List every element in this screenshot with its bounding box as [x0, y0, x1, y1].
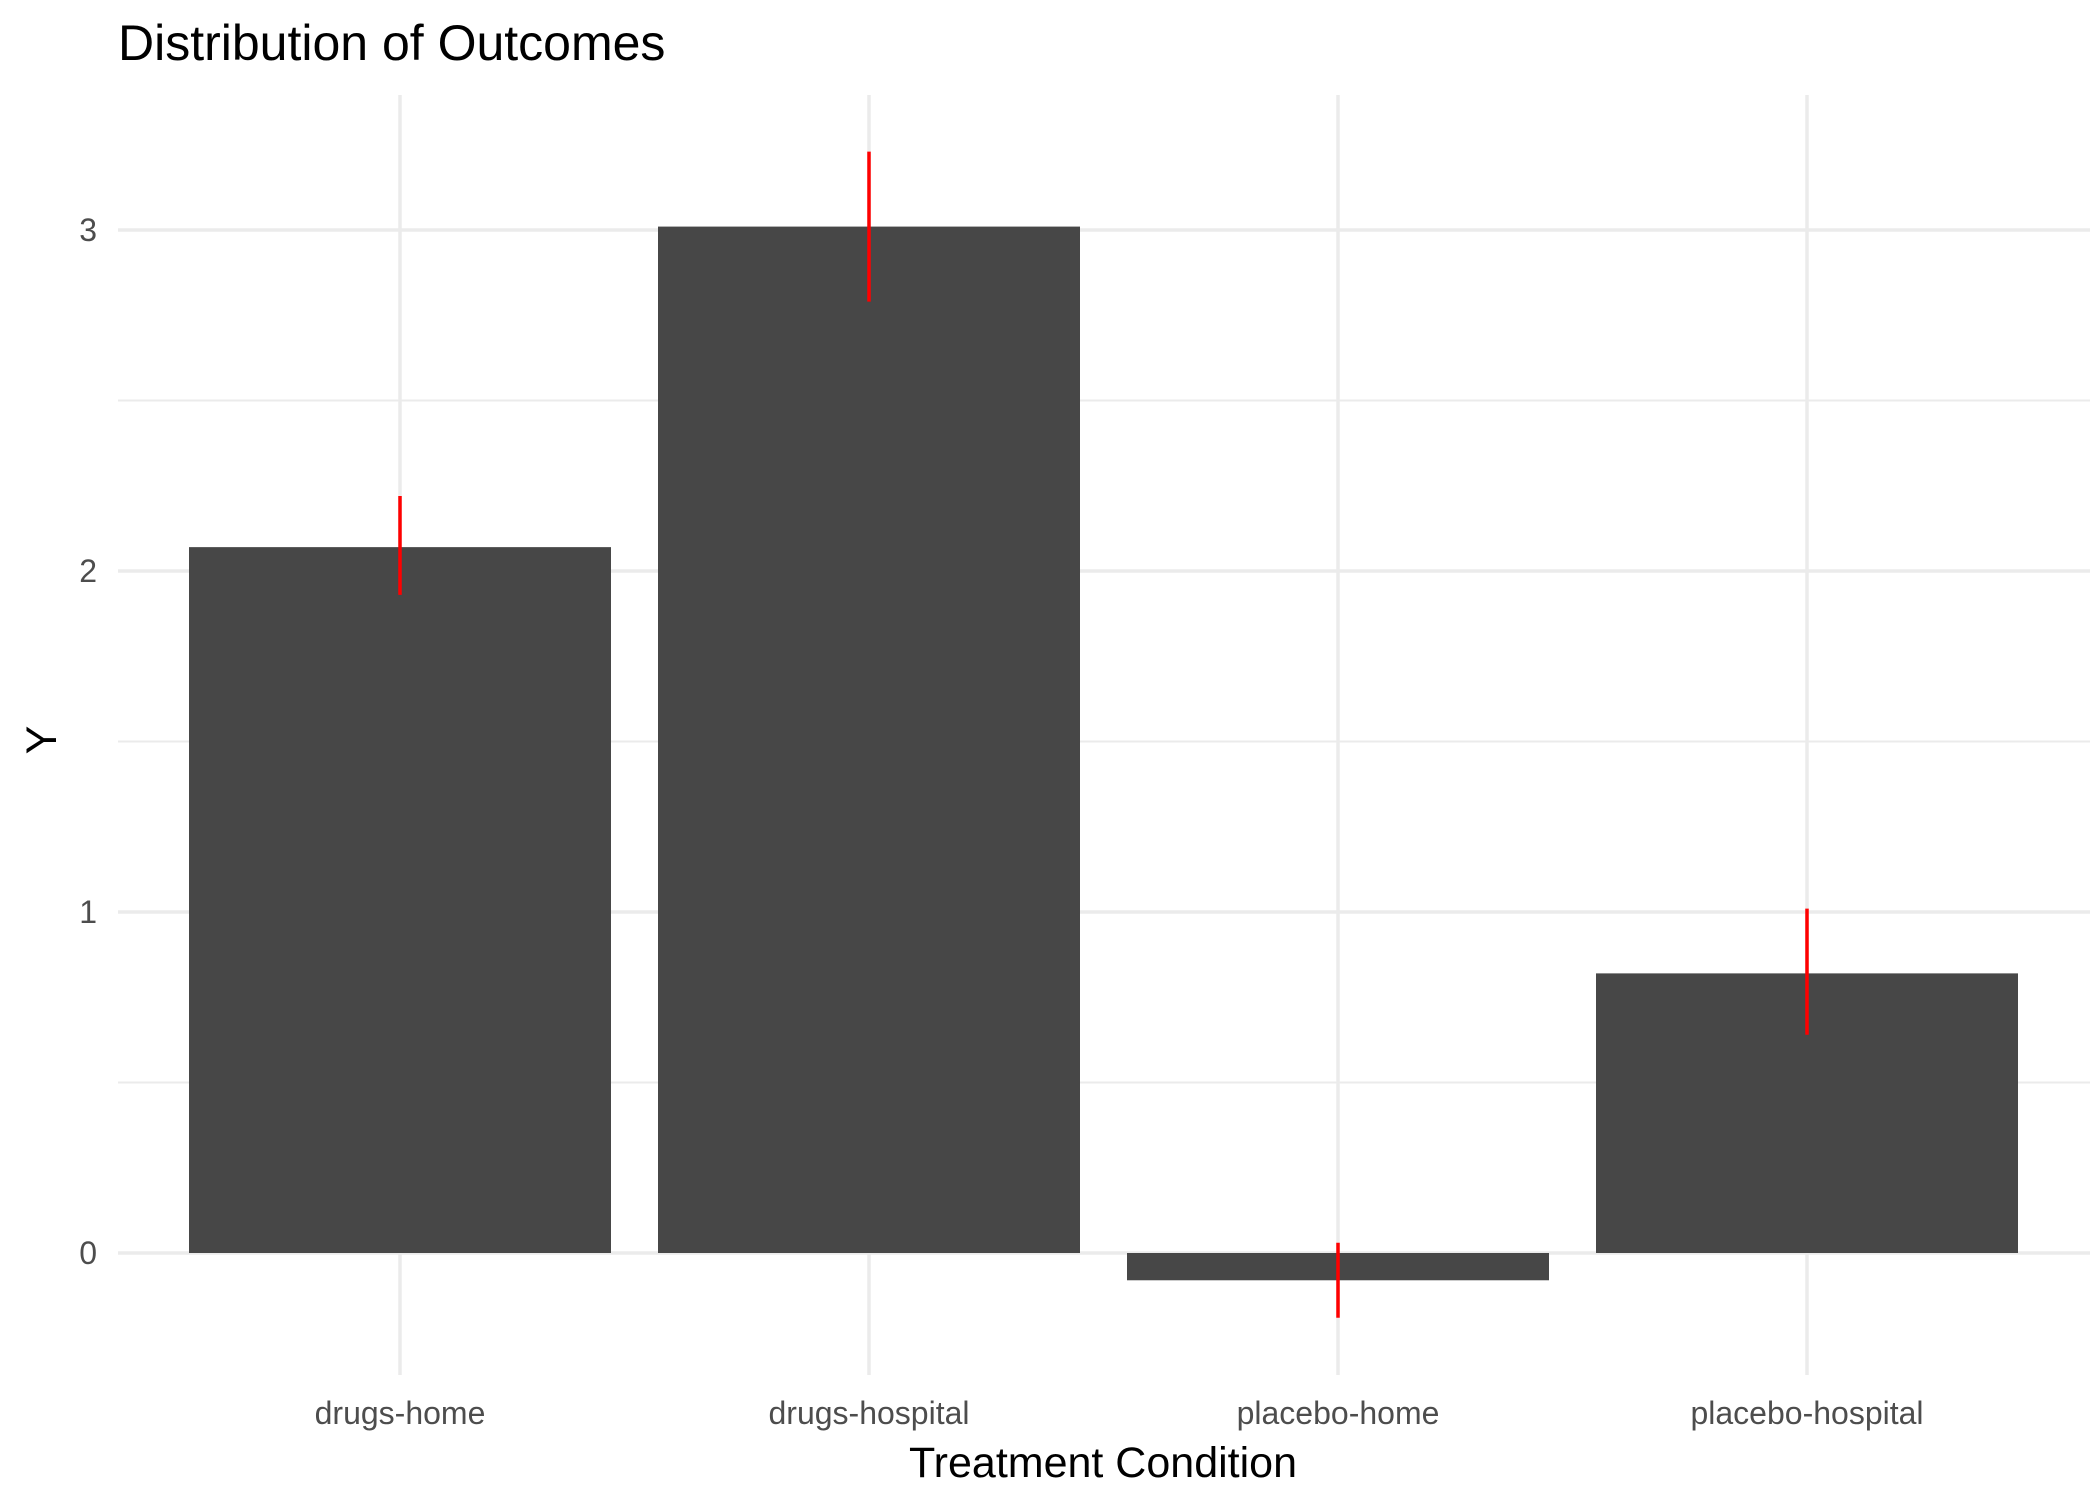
bar-drugs-hospital	[658, 226, 1080, 1254]
x-tick-label: drugs-home	[315, 1395, 486, 1431]
x-tick-label: placebo-hospital	[1690, 1395, 1923, 1431]
y-tick-label: 0	[79, 1235, 97, 1271]
chart-title: Distribution of Outcomes	[118, 15, 665, 71]
y-tick-label: 2	[79, 553, 97, 589]
x-tick-label: drugs-hospital	[769, 1395, 970, 1431]
error-bars	[398, 151, 1809, 1318]
y-tick-label: 1	[79, 894, 97, 930]
x-axis-title: Treatment Condition	[909, 1439, 1297, 1487]
y-tick-label: 3	[79, 212, 97, 248]
bars	[189, 226, 2018, 1281]
bar-drugs-home	[189, 547, 611, 1253]
y-tick-labels: 0 1 2 3	[79, 212, 97, 1271]
y-axis-title: Y	[18, 726, 66, 755]
x-tick-labels: drugs-home drugs-hospital placebo-home plac…	[315, 1395, 1924, 1431]
x-tick-label: placebo-home	[1237, 1395, 1440, 1431]
